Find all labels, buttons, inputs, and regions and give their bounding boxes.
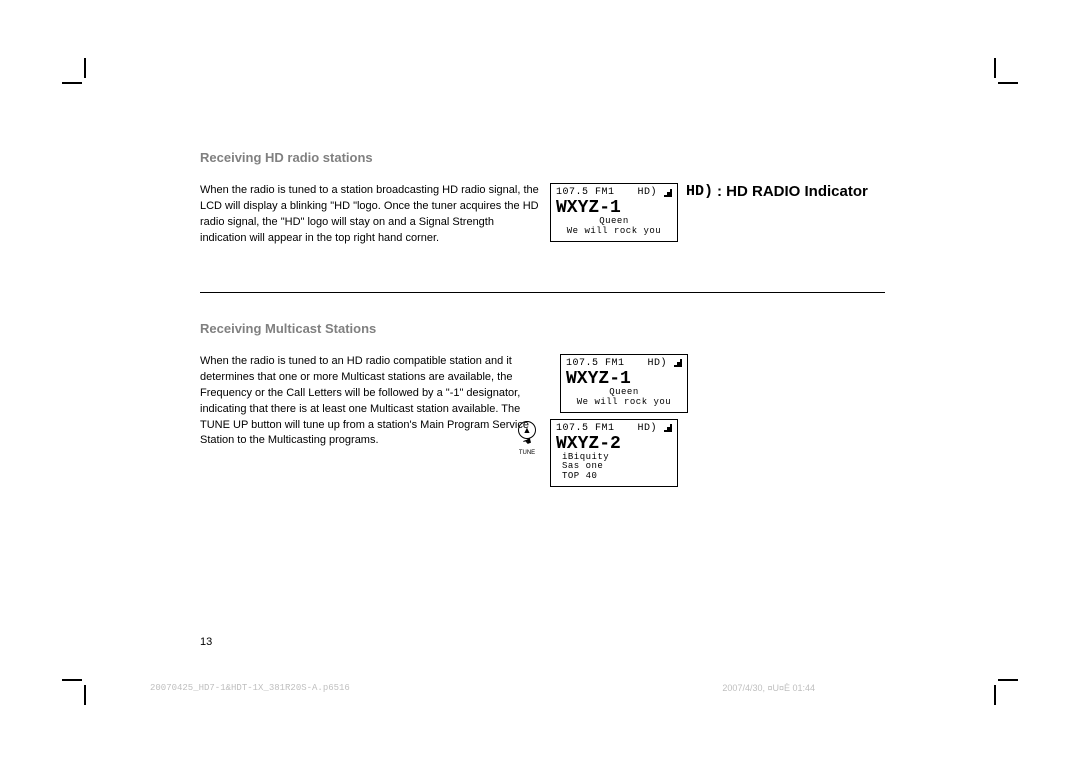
crop-mark — [84, 685, 86, 705]
lcd-meta3: TOP 40 — [556, 472, 672, 482]
signal-bars-icon — [670, 359, 682, 367]
signal-bars-icon — [660, 189, 672, 197]
lcd-freq: 107.5 FM1 — [566, 358, 625, 369]
crop-mark — [62, 679, 82, 681]
lcd-top-row: 107.5 FM1 HD) — [566, 358, 682, 369]
tune-label: TUNE — [519, 450, 535, 456]
section-divider — [200, 292, 885, 293]
lcd-top-row: 107.5 FM1 HD) — [556, 187, 672, 198]
page-number: 13 — [200, 636, 212, 648]
lcd-freq: 107.5 FM1 — [556, 187, 615, 198]
lcd-station: WXYZ-2 — [556, 435, 672, 453]
lcd-display-2b: 107.5 FM1 HD) WXYZ-2 iBiquity Sas one TO… — [550, 419, 678, 488]
hd-icon: HD) — [637, 423, 672, 434]
lcd-meta2: We will rock you — [566, 398, 682, 408]
lcd-display-1: 107.5 FM1 HD) WXYZ-1 Queen We will rock … — [550, 183, 678, 242]
lcd-meta2: We will rock you — [556, 227, 672, 237]
hd-icon: HD) — [647, 358, 682, 369]
crop-mark — [994, 58, 996, 78]
signal-bars-icon — [660, 424, 672, 432]
indicator-text: : HD RADIO Indicator — [717, 183, 868, 200]
lcd-station: WXYZ-1 — [556, 199, 672, 217]
section1-row: When the radio is tuned to a station bro… — [200, 183, 890, 247]
footer-filename: 20070425_HD7-1&HDT-1X_381R20S-A.p6516 — [150, 683, 350, 693]
page-content: Receiving HD radio stations When the rad… — [200, 150, 890, 487]
crop-mark — [62, 82, 82, 84]
lcd-station: WXYZ-1 — [566, 370, 682, 388]
section2-row: When the radio is tuned to an HD radio c… — [200, 354, 890, 487]
section1-heading: Receiving HD radio stations — [200, 150, 890, 165]
crop-mark — [998, 679, 1018, 681]
section2-body: When the radio is tuned to an HD radio c… — [200, 354, 540, 450]
hd-icon: HD) — [637, 187, 672, 198]
crop-mark — [998, 82, 1018, 84]
section1-body: When the radio is tuned to a station bro… — [200, 183, 540, 247]
footer-timestamp: 2007/4/30, ¤U¤È 01:44 — [722, 683, 815, 693]
tune-up-button[interactable]: ▲ ☚ TUNE — [518, 421, 536, 456]
hd-indicator-icon: HD) — [686, 183, 713, 200]
tune-group: ▲ ☚ TUNE 107.5 FM1 HD) WXYZ-2 iBiquity S… — [550, 419, 688, 488]
lcd-display-2a: 107.5 FM1 HD) WXYZ-1 Queen We will rock … — [560, 354, 688, 413]
section2-heading: Receiving Multicast Stations — [200, 321, 890, 336]
lcd-freq: 107.5 FM1 — [556, 423, 615, 434]
hd-radio-indicator-label: HD) : HD RADIO Indicator — [686, 183, 868, 200]
lcd-top-row: 107.5 FM1 HD) — [556, 423, 672, 434]
crop-mark — [84, 58, 86, 78]
crop-mark — [994, 685, 996, 705]
lcd-stack: 107.5 FM1 HD) WXYZ-1 Queen We will rock … — [550, 354, 688, 487]
